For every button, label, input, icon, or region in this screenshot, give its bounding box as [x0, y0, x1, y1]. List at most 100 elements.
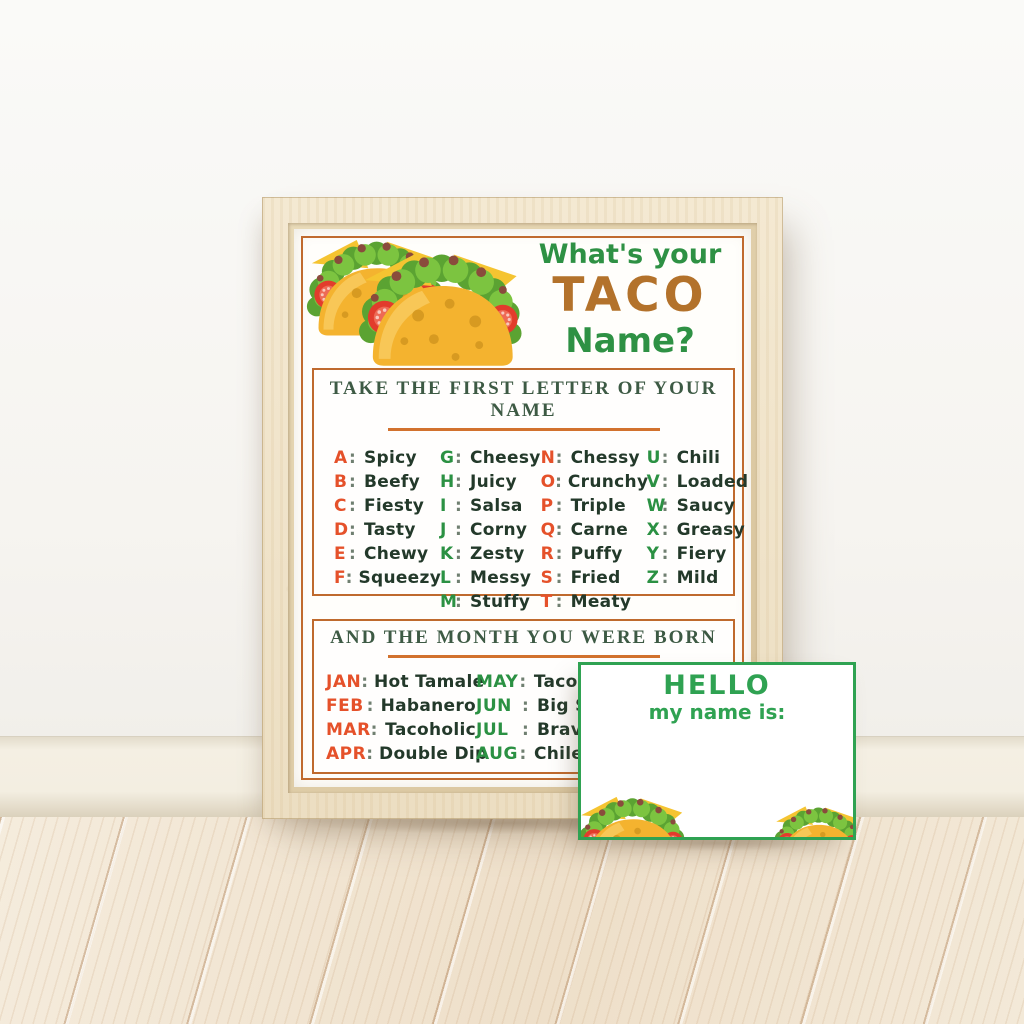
- entry-word: Crunchy: [567, 472, 649, 492]
- entry-row: A: Spicy: [334, 446, 440, 470]
- entry-word: Hot Tamale: [374, 672, 485, 692]
- entry-row: P: Triple: [541, 494, 647, 518]
- entry-colon: :: [661, 472, 669, 492]
- entry-key: MAR: [326, 720, 371, 740]
- letters-section: TAKE THE FIRST LETTER OF YOUR NAME A: Spi…: [312, 368, 748, 612]
- entry-column: JAN: Hot Tamale FEB: Habanero MAR: Tacoholic A…: [326, 670, 487, 766]
- entry-colon: :: [349, 544, 356, 564]
- entry-word: Fiesty: [364, 496, 425, 516]
- entry-word: Beefy: [364, 472, 420, 492]
- entry-row: Z: Mild: [647, 566, 749, 590]
- entry-row: J: Corny: [440, 518, 541, 542]
- entry-key: Z: [646, 568, 659, 588]
- entry-key: D: [334, 520, 349, 540]
- entry-column: N: Chessy O: Crunchy P: Triple Q: Carne R: Puffy S…: [540, 446, 649, 614]
- hello-name-card: HELLO my name is:: [578, 662, 856, 840]
- entry-word: Cheesy: [470, 448, 541, 468]
- entry-word: Corny: [470, 520, 528, 540]
- entry-key: P: [540, 496, 554, 516]
- entry-key: E: [334, 544, 346, 564]
- entry-colon: :: [455, 568, 462, 588]
- entry-key: R: [540, 544, 554, 564]
- entry-word: Triple: [570, 496, 626, 516]
- months-heading: AND THE MONTH YOU WERE BORN: [330, 627, 717, 648]
- card-heading: HELLO: [663, 670, 771, 701]
- entry-key: S: [540, 568, 553, 588]
- entry-word: Puffy: [570, 544, 623, 564]
- entry-key: H: [440, 472, 455, 492]
- entry-word: Spicy: [364, 448, 417, 468]
- entry-word: Chili: [676, 448, 721, 468]
- entry-row: T: Meaty: [541, 590, 647, 614]
- entry-key: U: [646, 448, 661, 468]
- entry-word: Carne: [570, 520, 629, 540]
- entry-column: G: Cheesy H: Juicy I: Salsa J: Corny K: Zesty L: Me…: [440, 446, 541, 614]
- entry-key: T: [540, 592, 553, 612]
- entry-row: L: Messy: [440, 566, 541, 590]
- entry-colon: :: [366, 744, 374, 764]
- entry-key: AUG: [476, 744, 518, 764]
- entry-row: E: Chewy: [334, 542, 440, 566]
- entry-word: Fried: [570, 568, 621, 588]
- entry-colon: :: [522, 720, 529, 740]
- entry-key: Y: [646, 544, 659, 564]
- entry-colon: :: [555, 544, 563, 564]
- taco-icon: [581, 796, 686, 837]
- entry-colon: :: [366, 696, 374, 716]
- entry-column: A: Spicy B: Beefy C: Fiesty D: Tasty E: Chewy F: Sq…: [334, 446, 441, 614]
- entry-row: Y: Fiery: [647, 542, 749, 566]
- entry-colon: :: [522, 696, 529, 716]
- entry-key: I: [440, 496, 447, 516]
- entry-row: O: Crunchy: [540, 470, 649, 494]
- entry-row: APR: Double Dip: [326, 742, 487, 766]
- entry-key: Q: [540, 520, 556, 540]
- entry-row: JAN: Hot Tamale: [326, 670, 484, 694]
- entry-row: FEB: Habanero: [326, 694, 476, 718]
- taco-illustration: [306, 239, 522, 366]
- entry-key: V: [646, 472, 660, 492]
- entry-key: X: [646, 520, 660, 540]
- entry-colon: :: [345, 568, 353, 588]
- entry-row: D: Tasty: [334, 518, 440, 542]
- entry-colon: :: [349, 472, 356, 492]
- entry-word: Tacoholic: [385, 720, 476, 740]
- entry-word: Salsa: [470, 496, 523, 516]
- entry-row: B: Beefy: [334, 470, 440, 494]
- entry-word: Zesty: [470, 544, 525, 564]
- entry-key: MAY: [476, 672, 519, 692]
- entry-row: X: Greasy: [647, 518, 749, 542]
- entry-row: N: Chessy: [541, 446, 647, 470]
- entry-key: O: [540, 472, 556, 492]
- entry-colon: :: [455, 496, 462, 516]
- entry-word: Juicy: [470, 472, 517, 492]
- entry-word: Loaded: [676, 472, 749, 492]
- entry-word: Saucy: [676, 496, 736, 516]
- entry-word: Tasty: [364, 520, 416, 540]
- entry-key: JUL: [476, 720, 509, 740]
- entry-colon: :: [555, 592, 563, 612]
- entry-colon: :: [555, 472, 562, 492]
- letters-grid: A: Spicy B: Beefy C: Fiesty D: Tasty E: Chewy F: Sq…: [314, 431, 748, 614]
- entry-colon: :: [455, 448, 462, 468]
- entry-row: K: Zesty: [440, 542, 541, 566]
- poster-title: What's your TACO Name?: [518, 239, 742, 361]
- entry-key: A: [334, 448, 348, 468]
- title-line-2: TACO: [552, 268, 708, 323]
- entry-row: R: Puffy: [541, 542, 647, 566]
- entry-row: S: Fried: [541, 566, 647, 590]
- entry-key: APR: [326, 744, 367, 764]
- entry-colon: :: [661, 568, 669, 588]
- entry-row: G: Cheesy: [440, 446, 541, 470]
- poster-border: [301, 236, 744, 780]
- entry-colon: :: [555, 520, 563, 540]
- entry-word: Chewy: [364, 544, 429, 564]
- entry-word: Fiery: [676, 544, 727, 564]
- entry-colon: :: [349, 448, 356, 468]
- entry-key: B: [334, 472, 347, 492]
- entry-colon: :: [661, 544, 669, 564]
- entry-row: C: Fiesty: [334, 494, 440, 518]
- months-grid: JAN: Hot Tamale FEB: Habanero MAR: Tacoholic A…: [314, 658, 733, 766]
- entry-colon: :: [519, 672, 527, 692]
- entry-word: Greasy: [676, 520, 745, 540]
- entry-row: I: Salsa: [440, 494, 541, 518]
